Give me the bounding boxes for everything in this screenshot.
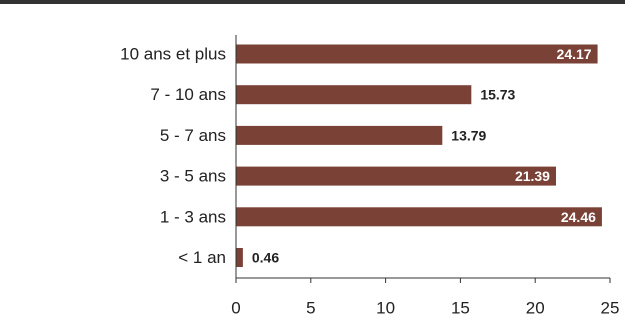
x-tick-label: 10 [376,299,395,318]
bar [236,207,602,227]
x-tick-label: 25 [601,299,620,318]
bar [236,85,472,105]
data-label: 13.79 [451,127,486,143]
bar [236,248,243,267]
category-label: < 1 an [178,248,226,267]
bar [236,44,598,64]
x-ticks [235,278,611,283]
category-label: 1 - 3 ans [160,207,226,226]
bar [236,166,556,186]
data-labels: 24.17 15.73 13.79 21.39 24.46 0.46 [252,46,596,266]
category-labels: 10 ans et plus 7 - 10 ans 5 - 7 ans 3 - 5 a… [120,45,226,268]
category-label: 10 ans et plus [120,45,226,64]
category-label: 5 - 7 ans [160,126,226,145]
data-label: 0.46 [252,250,279,266]
x-tick-label: 15 [451,299,470,318]
data-label: 15.73 [480,87,515,103]
x-tick-labels: 0 5 10 15 20 25 [231,299,619,318]
data-label: 24.46 [561,209,596,225]
x-tick-label: 0 [231,299,240,318]
x-tick-label: 20 [526,299,545,318]
data-label: 21.39 [515,168,550,184]
bar [236,125,443,145]
category-label: 3 - 5 ans [160,167,226,186]
bars [236,44,602,267]
category-label: 7 - 10 ans [150,85,226,104]
data-label: 24.17 [557,46,592,62]
top-rule [0,0,625,4]
x-tick-label: 5 [306,299,315,318]
